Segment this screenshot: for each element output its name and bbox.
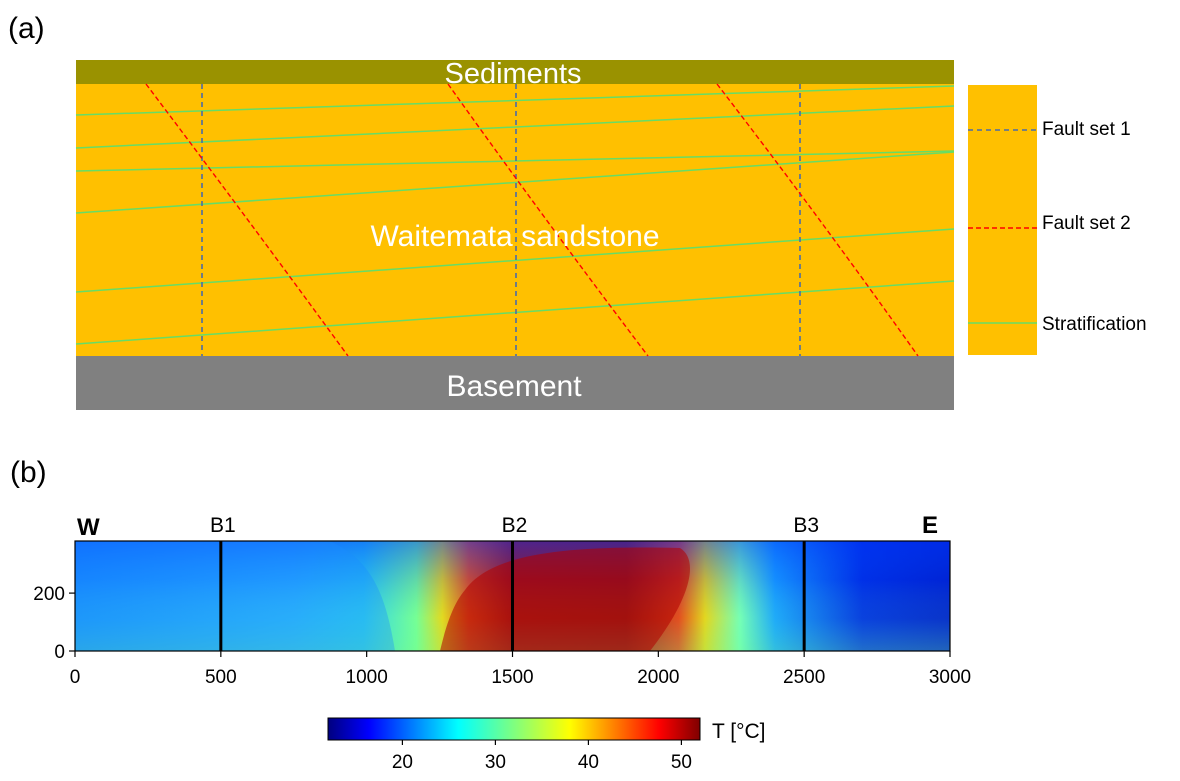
- stratification-line: [75, 151, 955, 214]
- colorbar-ticks: 20 30 40 50: [392, 740, 692, 773]
- hot-plume-core: [440, 547, 690, 651]
- stratification-lines: [75, 85, 955, 345]
- x-tick-label: 2500: [783, 667, 825, 688]
- west-label: W: [77, 514, 100, 541]
- basement-label: Basement: [446, 370, 582, 403]
- fault-2-line: [145, 83, 349, 357]
- y-tick-label: 200: [33, 584, 65, 605]
- colorbar-tick-label: 40: [578, 752, 599, 773]
- y-tick-label: 0: [54, 642, 65, 663]
- fault-2-line: [716, 83, 919, 357]
- stratification-line: [75, 105, 955, 149]
- fault-2-line: [447, 83, 649, 357]
- cold-zone-west: [75, 541, 395, 651]
- borehole-b2-label: B2: [502, 514, 528, 537]
- x-tick-label: 0: [70, 667, 81, 688]
- legend-fault-2-label: Fault set 2: [1042, 213, 1131, 234]
- borehole-b3-label: B3: [793, 514, 819, 537]
- stratification-line: [75, 280, 955, 345]
- sandstone-layer: [76, 84, 954, 356]
- colorbar-gradient: [327, 717, 701, 741]
- geologic-cross-section: Sediments Waitemata sandstone Basement: [75, 58, 955, 410]
- colorbar-tick-label: 30: [485, 752, 506, 773]
- colorbar-label: T [°C]: [712, 720, 766, 743]
- sediments-layer: [76, 60, 954, 84]
- stratification-line: [75, 150, 955, 172]
- legend-stratification-label: Stratification: [1042, 314, 1147, 335]
- panel-a-label: (a): [8, 12, 45, 45]
- borehole-lines: B1 B2 B3: [210, 514, 819, 651]
- y-axis: 0 200: [33, 584, 75, 663]
- x-tick-label: 500: [205, 667, 237, 688]
- basement-layer: [76, 356, 954, 410]
- legend-fault-1-label: Fault set 1: [1042, 119, 1131, 140]
- x-axis: 0 500 1000 1500 2000 2500 3000: [70, 651, 971, 688]
- fault-set-2-lines: [145, 83, 919, 357]
- x-tick-label: 1000: [346, 667, 388, 688]
- x-tick-label: 2000: [637, 667, 679, 688]
- legend-swatch: [968, 85, 1037, 355]
- x-tick-label: 3000: [929, 667, 971, 688]
- colorbar-tick-label: 20: [392, 752, 413, 773]
- stratification-line: [75, 228, 955, 293]
- sediments-label: Sediments: [444, 58, 581, 90]
- fault-set-1-lines: [201, 84, 801, 356]
- x-tick-label: 1500: [491, 667, 533, 688]
- panel-b-label: (b): [10, 456, 47, 489]
- colorbar: 20 30 40 50 T [°C]: [327, 717, 766, 773]
- east-label: E: [922, 512, 938, 539]
- stratification-line: [75, 85, 955, 116]
- legend: Fault set 1 Fault set 2 Stratification: [968, 85, 1147, 355]
- borehole-b1-label: B1: [210, 514, 236, 537]
- sandstone-label: Waitemata sandstone: [370, 220, 659, 253]
- colorbar-tick-label: 50: [671, 752, 692, 773]
